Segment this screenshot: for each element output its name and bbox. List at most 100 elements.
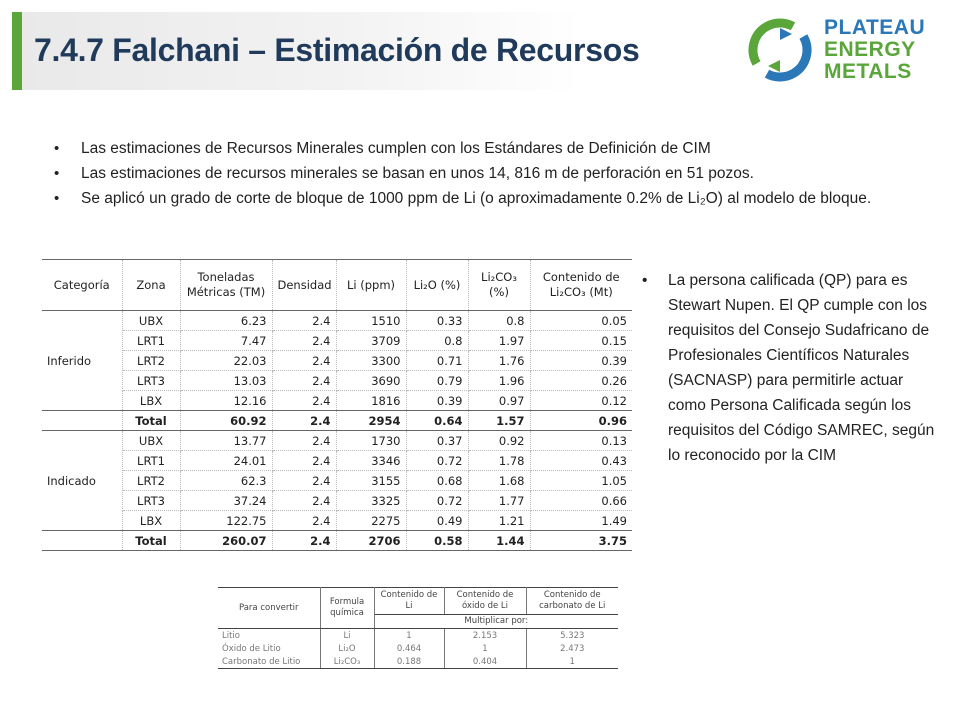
table-cell: 3155 — [336, 470, 407, 491]
table-cell: LRT3 — [122, 490, 181, 511]
table-cell: 13.03 — [180, 370, 273, 391]
conversion-cell: 0.404 — [444, 655, 527, 669]
table-cell: 7.47 — [180, 330, 273, 351]
table-cell: 0.15 — [530, 330, 632, 351]
table-cell: 6.23 — [180, 310, 273, 331]
table-row: LRT1 7.47 2.4 3709 0.8 1.97 0.15 — [42, 330, 632, 351]
conversion-row: Carbonato de Litio Li₂CO₃ 0.188 0.404 1 — [218, 655, 618, 669]
table-cell: 2.4 — [272, 430, 337, 451]
table-row: LBX 12.16 2.4 1816 0.39 0.97 0.12 — [42, 390, 632, 411]
table-cell: UBX — [122, 430, 181, 451]
conversion-cell: Li₂O — [320, 642, 375, 655]
table-cell: 0.39 — [406, 390, 469, 411]
table-cell: 0.12 — [530, 390, 632, 411]
table-cell: 2.4 — [272, 510, 337, 531]
table-cell: 13.77 — [180, 430, 273, 451]
column-header: Contenido de óxido de Li — [444, 587, 527, 615]
table-cell: 0.8 — [406, 330, 469, 351]
conversion-cell: 0.188 — [374, 655, 445, 669]
resource-table: Categoría Zona Toneladas Métricas (TM) D… — [42, 259, 632, 551]
table-cell: 12.16 — [180, 390, 273, 411]
table-row: LBX 122.75 2.4 2275 0.49 1.21 1.49 — [42, 510, 632, 531]
conversion-table: Para convertir Formula química Contenido… — [218, 587, 618, 669]
slide-title: 7.4.7 Falchani – Estimación de Recursos — [34, 32, 640, 68]
column-header: Contenido de Li — [374, 587, 445, 615]
table-row: LRT2 62.3 2.4 3155 0.68 1.68 1.05 — [42, 470, 632, 491]
table-cell: 1.77 — [468, 490, 531, 511]
table-cell: 1.49 — [530, 510, 632, 531]
table-cell: 0.37 — [406, 430, 469, 451]
table-cell: 2.4 — [272, 350, 337, 371]
resource-table-body: Inferido UBX 6.23 2.4 1510 0.33 0.8 0.05 LRT1 7.4… — [42, 310, 632, 551]
conversion-row: Litio Li 1 2.153 5.323 — [218, 628, 618, 642]
table-cell: 22.03 — [180, 350, 273, 371]
column-header: Toneladas Métricas (TM) — [180, 259, 273, 311]
table-cell: 3709 — [336, 330, 407, 351]
table-cell: 3690 — [336, 370, 407, 391]
table-cell: 2.4 — [272, 450, 337, 471]
table-cell: 1.05 — [530, 470, 632, 491]
bullet-item: Las estimaciones de recursos minerales s… — [50, 161, 930, 186]
table-cell: 2.4 — [272, 310, 337, 331]
conversion-cell: Litio — [218, 628, 321, 642]
column-header: Para convertir — [218, 587, 321, 629]
conversion-cell: 2.473 — [560, 643, 585, 654]
table-cell: 2.4 — [272, 530, 337, 551]
table-cell: 3300 — [336, 350, 407, 371]
table-cell: 0.79 — [406, 370, 469, 391]
table-cell: 60.92 — [180, 410, 273, 431]
table-cell: 0.05 — [530, 310, 632, 331]
conversion-cell: 5.323 — [560, 630, 585, 641]
table-row: LRT3 37.24 2.4 3325 0.72 1.77 0.66 — [42, 490, 632, 511]
category-cell: Inferido — [42, 310, 123, 411]
logo-line-2: ENERGY — [824, 38, 916, 61]
table-cell: LRT1 — [122, 450, 181, 471]
table-cell: 1.76 — [468, 350, 531, 371]
title-bar — [12, 12, 582, 90]
column-header: Li₂O (%) — [406, 259, 469, 311]
table-cell: 1.57 — [468, 410, 531, 431]
table-cell: 0.72 — [406, 450, 469, 471]
table-cell: 3346 — [336, 450, 407, 471]
table-cell: 1816 — [336, 390, 407, 411]
table-cell: 0.43 — [530, 450, 632, 471]
column-header: Li (ppm) — [336, 259, 407, 311]
conversion-cell: 1 — [526, 655, 618, 669]
table-cell: LRT3 — [122, 370, 181, 391]
conversion-cell: Li — [320, 628, 375, 642]
table-row: Inferido UBX 6.23 2.4 1510 0.33 0.8 0.05 — [42, 310, 632, 411]
qualified-person-text: La persona calificada (QP) para es Stewa… — [668, 272, 935, 464]
bullet-dot: • — [642, 272, 648, 289]
conversion-table-body: Litio Li 1 2.153 5.323 Óxido de Litio Li₂O 0.46… — [218, 628, 618, 669]
circular-arrows-logo-icon — [748, 18, 812, 82]
conversion-cell: 1 — [444, 642, 527, 655]
table-cell: 2.4 — [272, 470, 337, 491]
table-cell: 0.8 — [468, 310, 531, 331]
table-cell: 1.44 — [468, 530, 531, 551]
category-spacer — [42, 410, 123, 431]
bullet-item: Las estimaciones de Recursos Minerales c… — [50, 136, 930, 161]
logo-line-1: PLATEAU — [824, 16, 926, 39]
table-cell: 0.26 — [530, 370, 632, 391]
table-cell: 37.24 — [180, 490, 273, 511]
category-spacer — [42, 530, 123, 551]
total-row: Total 60.92 2.4 2954 0.64 1.57 0.96 — [42, 410, 632, 431]
table-cell: 0.64 — [406, 410, 469, 431]
table-cell: LBX — [122, 510, 181, 531]
table-cell: 0.58 — [406, 530, 469, 551]
column-header: Contenido de Li₂CO₃ (Mt) — [530, 259, 632, 311]
table-cell: 0.71 — [406, 350, 469, 371]
qualified-person-note: • La persona calificada (QP) para es Ste… — [640, 268, 935, 468]
table-cell: 2.4 — [272, 330, 337, 351]
table-cell: 122.75 — [180, 510, 273, 531]
column-header: Zona — [122, 259, 181, 311]
table-row: LRT3 13.03 2.4 3690 0.79 1.96 0.26 — [42, 370, 632, 391]
table-row: LRT2 22.03 2.4 3300 0.71 1.76 0.39 — [42, 350, 632, 371]
conversion-cell: 0.464 — [374, 642, 445, 655]
table-cell: 2954 — [336, 410, 407, 431]
conversion-row: Óxido de Litio Li₂O 0.464 1 2.473 — [218, 642, 618, 655]
conversion-cell: 1 — [374, 628, 445, 642]
table-cell: 1.68 — [468, 470, 531, 491]
table-cell: 1730 — [336, 430, 407, 451]
column-header: Categoría — [42, 259, 123, 311]
